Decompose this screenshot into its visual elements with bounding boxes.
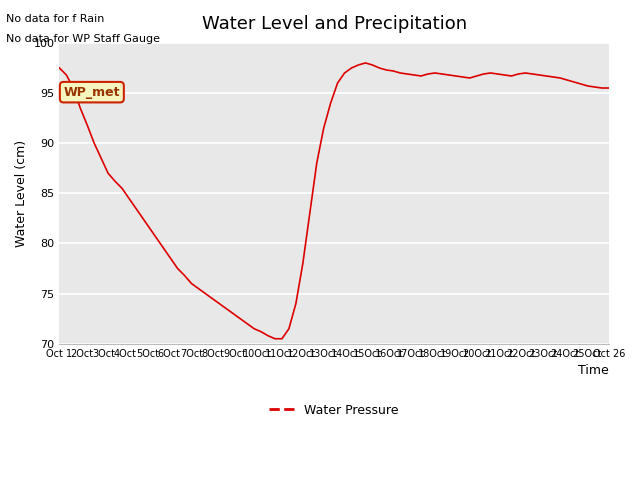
Y-axis label: Water Level (cm): Water Level (cm) xyxy=(15,140,28,247)
Title: Water Level and Precipitation: Water Level and Precipitation xyxy=(202,15,467,33)
Legend: Water Pressure: Water Pressure xyxy=(264,399,404,422)
Text: No data for f Rain: No data for f Rain xyxy=(6,14,105,24)
X-axis label: Time: Time xyxy=(578,364,609,377)
Text: WP_met: WP_met xyxy=(63,85,120,99)
Text: No data for WP Staff Gauge: No data for WP Staff Gauge xyxy=(6,34,161,44)
